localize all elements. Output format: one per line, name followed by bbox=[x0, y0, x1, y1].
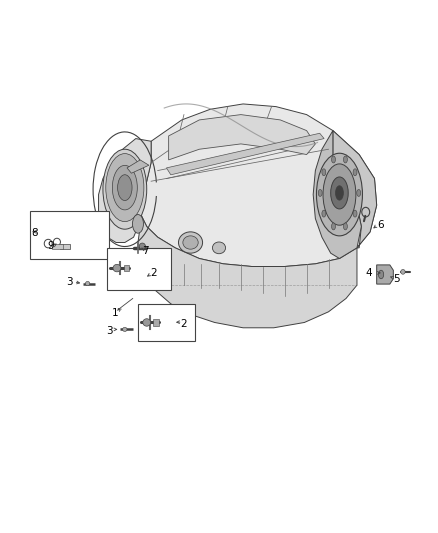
Ellipse shape bbox=[336, 186, 343, 200]
Text: 9: 9 bbox=[47, 241, 54, 251]
Text: 5: 5 bbox=[393, 274, 400, 284]
Polygon shape bbox=[313, 131, 361, 259]
Ellipse shape bbox=[318, 189, 322, 196]
Polygon shape bbox=[99, 139, 151, 243]
Ellipse shape bbox=[103, 149, 147, 229]
Bar bbox=[30, 211, 109, 259]
Ellipse shape bbox=[106, 154, 144, 222]
Polygon shape bbox=[140, 104, 377, 266]
Polygon shape bbox=[166, 133, 324, 175]
Ellipse shape bbox=[85, 281, 90, 286]
Text: 3: 3 bbox=[106, 326, 113, 336]
Ellipse shape bbox=[132, 215, 143, 233]
Polygon shape bbox=[127, 160, 149, 173]
Polygon shape bbox=[333, 131, 377, 248]
Text: 3: 3 bbox=[66, 277, 73, 287]
Text: 7: 7 bbox=[142, 246, 149, 255]
Text: 1: 1 bbox=[111, 309, 118, 318]
Ellipse shape bbox=[212, 242, 226, 254]
Ellipse shape bbox=[323, 164, 356, 225]
Ellipse shape bbox=[143, 319, 151, 326]
Ellipse shape bbox=[343, 223, 347, 230]
Polygon shape bbox=[169, 115, 315, 160]
Ellipse shape bbox=[123, 327, 127, 332]
Ellipse shape bbox=[357, 189, 361, 196]
Ellipse shape bbox=[401, 269, 405, 274]
Ellipse shape bbox=[183, 236, 198, 249]
Ellipse shape bbox=[179, 232, 202, 253]
Ellipse shape bbox=[112, 165, 137, 210]
Ellipse shape bbox=[117, 175, 132, 200]
Ellipse shape bbox=[316, 154, 362, 236]
Ellipse shape bbox=[139, 243, 145, 249]
Text: 2: 2 bbox=[180, 319, 187, 328]
Ellipse shape bbox=[353, 210, 357, 217]
Ellipse shape bbox=[332, 223, 336, 230]
Polygon shape bbox=[138, 213, 357, 328]
Ellipse shape bbox=[378, 270, 384, 279]
Bar bbox=[153, 319, 159, 326]
Text: 4: 4 bbox=[366, 269, 373, 278]
Bar bbox=[124, 265, 129, 271]
Ellipse shape bbox=[331, 177, 348, 209]
Ellipse shape bbox=[343, 156, 347, 163]
Polygon shape bbox=[377, 265, 393, 284]
Ellipse shape bbox=[332, 156, 336, 163]
Text: 6: 6 bbox=[377, 221, 384, 230]
Bar bbox=[107, 248, 171, 290]
Text: 2: 2 bbox=[150, 269, 157, 278]
Bar bbox=[60, 244, 70, 249]
Bar bbox=[138, 304, 195, 341]
Ellipse shape bbox=[322, 210, 326, 217]
Ellipse shape bbox=[353, 169, 357, 176]
Bar bbox=[52, 244, 63, 249]
Text: 8: 8 bbox=[32, 228, 39, 238]
Ellipse shape bbox=[108, 158, 142, 221]
Ellipse shape bbox=[322, 169, 326, 176]
Ellipse shape bbox=[113, 264, 121, 272]
